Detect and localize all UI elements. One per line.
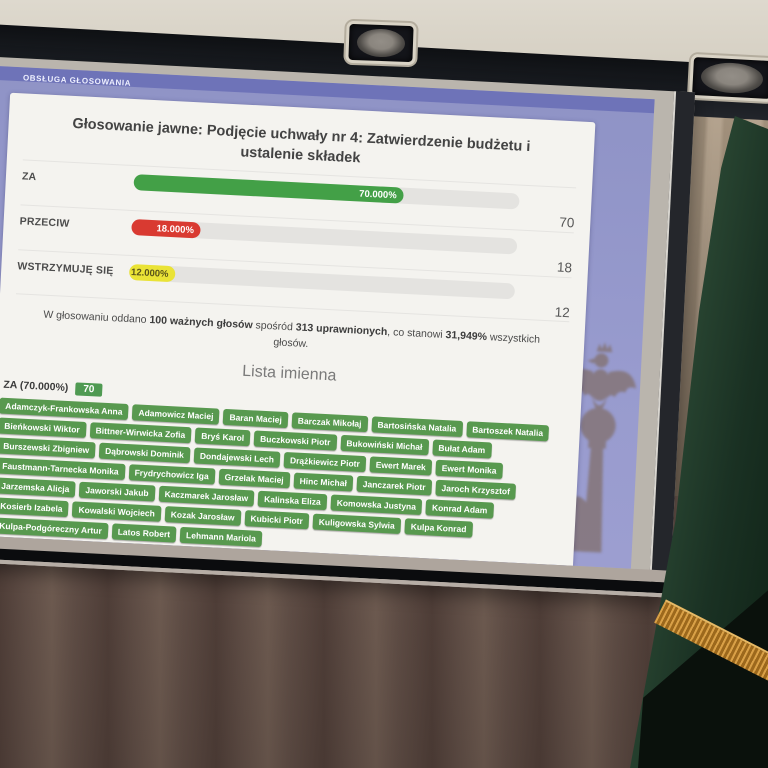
vote-count: 70 [558,214,575,231]
voter-name-badge: Dondajewski Lech [193,446,281,468]
voter-name-badge: Kalinska Eliza [257,490,328,510]
voter-name-badge: Jaroch Krzysztof [435,479,517,500]
vote-bar-percent-label: 12.000% [130,266,169,280]
za-group-label: ZA (70.000%) [3,378,69,395]
voter-name-badge: Lehmann Mariola [179,526,263,547]
summary-eligible: 313 uprawnionych [295,321,388,339]
voter-name-badge: Kosierb Izabela [0,496,69,517]
voting-results-card: Głosowanie jawne: Podjęcie uchwały nr 4:… [0,92,596,566]
voter-name-badge: Ewert Monika [435,459,503,479]
voter-name-badge: Kozak Jarosław [164,505,241,526]
voter-name-badge: Bryś Karol [194,427,251,446]
voter-name-badge: Kulpa-Podgóreczny Artur [0,516,109,539]
summary-turnout: 31,949% [445,329,488,344]
voter-name-badge: Bieńkowski Wiktor [0,417,87,438]
vote-bar-fill-wstrzymuje: 12.000% [128,263,176,283]
voter-name-badge: Faustmann-Tarnecka Monika [0,456,126,480]
summary-valid-votes: 100 ważnych głosów [149,314,253,332]
summary-text: spośród [252,319,297,334]
voter-name-badge: Barczak Mikołaj [291,411,368,432]
voter-name-badge: Kowalski Wojciech [72,500,162,522]
voter-name-badge: Drążkiewicz Piotr [283,451,367,472]
voter-name-badge: Adamowicz Maciej [132,403,220,425]
voter-name-badge: Bartosińska Natalia [371,415,463,437]
voter-name-badge: Ewert Marek [369,455,433,476]
za-group-count-badge: 70 [74,381,103,397]
vote-option-label: WSTRZYMUJĘ SIĘ [17,260,114,278]
vote-option-label: PRZECIW [19,215,70,230]
voter-name-badge: Jarzemska Alicja [0,476,76,498]
voter-name-badge: Hinc Michał [293,472,354,492]
vote-bar-percent-label: 70.000% [358,187,397,201]
voter-name-badge: Kuligowska Sylwia [312,513,402,534]
voter-name-badge: Latos Robert [111,522,177,543]
vote-count: 12 [554,304,571,321]
voter-name-badge: Kubicki Piotr [244,509,310,529]
vote-bar-fill-za: 70.000% [133,174,405,204]
voter-name-badge: Baran Maciej [223,408,289,428]
summary-text: W głosowaniu oddano [43,308,150,327]
vote-option-label: ZA [21,170,37,184]
recessed-light-icon [345,20,417,66]
voter-name-badge: Bartoszek Natalia [465,420,550,441]
voter-name-badge: Janczarek Piotr [356,475,433,496]
app-header-title: OBSŁUGA GŁOSOWANIA [22,73,132,88]
voter-name-badge: Burszewski Zbigniew [0,437,96,458]
vote-bar-track: 70.000% [133,174,520,210]
eagle-statue-shadow-icon [560,342,637,553]
summary-text: , co stanowi [386,326,446,342]
voter-name-badge: Grzelak Maciej [218,468,291,488]
voter-name-badge: Bułat Adam [432,439,492,458]
vote-bar-fill-przeciw: 18.000% [131,218,202,239]
voter-name-badge: Buczkowski Piotr [253,430,337,451]
voter-name-badge: Adamczyk-Frankowska Anna [0,397,129,420]
voter-name-badges: Adamczyk-Frankowska Anna Adamowicz Maciej… [0,397,575,562]
light-rim [356,28,406,58]
voter-name-badge: Konrad Adam [425,498,494,519]
voter-name-badge: Jaworski Jakub [79,481,156,502]
voter-name-badge: Bittner-Wirwicka Zofia [89,421,192,443]
voter-name-badge: Kaczmarek Jarosław [158,485,255,507]
voter-name-badge: Bukowiński Michał [340,434,429,455]
vote-rows: ZA 70.000% 70 PRZECIW 18.000% [15,159,577,323]
projection-screen: OBSŁUGA GŁOSOWANIA Głos [0,56,696,598]
voter-name-badge: Komowska Justyna [330,493,423,515]
voter-name-badge: Frydrychowicz Iga [128,463,216,485]
vote-bar-percent-label: 18.000% [156,222,195,236]
voter-name-badge: Kulpa Konrad [404,517,473,538]
vote-count: 18 [556,259,573,276]
recessed-light-icon [688,53,768,103]
voter-name-badge: Dąbrowski Dominik [98,442,191,463]
projected-image: OBSŁUGA GŁOSOWANIA Głos [0,65,655,569]
light-rim [700,61,764,95]
